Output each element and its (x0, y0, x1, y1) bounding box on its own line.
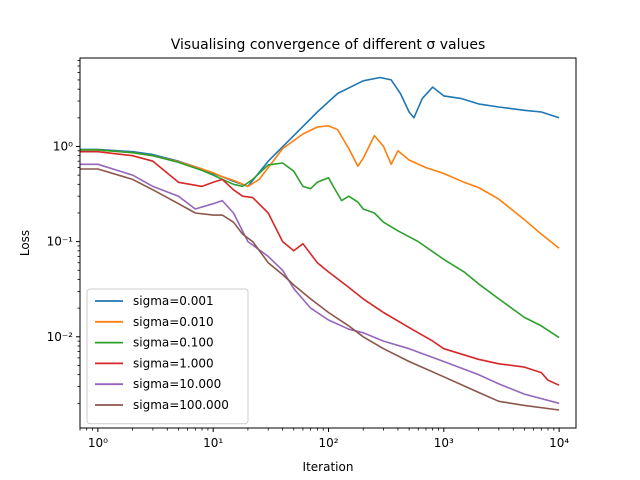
y-axis-title: Loss (18, 230, 32, 256)
legend-label: sigma=1.000 (133, 356, 214, 370)
series-line-1 (80, 125, 560, 249)
legend-label: sigma=0.010 (133, 315, 214, 329)
legend: sigma=0.001 sigma=0.010 sigma=0.100 sigma=1… (86, 288, 249, 425)
x-tick-label: 10⁴ (549, 436, 569, 450)
y-tick-label: 10⁻¹ (47, 235, 74, 249)
x-axis-title: Iteration (303, 460, 354, 474)
x-tick-label: 10² (318, 436, 338, 450)
series-line-2 (80, 149, 560, 339)
y-tick-label: 10⁰ (53, 139, 73, 153)
series-line-3 (80, 150, 560, 386)
series-line-5 (80, 168, 560, 411)
x-tick-label: 10⁰ (88, 436, 108, 450)
y-tick-label: 10⁻² (47, 330, 74, 344)
legend-box (86, 288, 249, 425)
axes-frame (79, 57, 577, 429)
axis-ticks: 10⁰ 10¹ 10² 10³ 10⁴ 10⁻² 10⁻¹ 10⁰ (47, 60, 569, 450)
legend-label: sigma=0.100 (133, 336, 214, 350)
plot-area (80, 76, 560, 411)
legend-label: sigma=100.000 (133, 398, 229, 412)
chart-title: Visualising convergence of different σ v… (171, 37, 485, 53)
x-tick-label: 10¹ (203, 436, 223, 450)
legend-label: sigma=10.000 (133, 377, 221, 391)
x-tick-label: 10³ (434, 436, 454, 450)
legend-label: sigma=0.001 (133, 294, 214, 308)
